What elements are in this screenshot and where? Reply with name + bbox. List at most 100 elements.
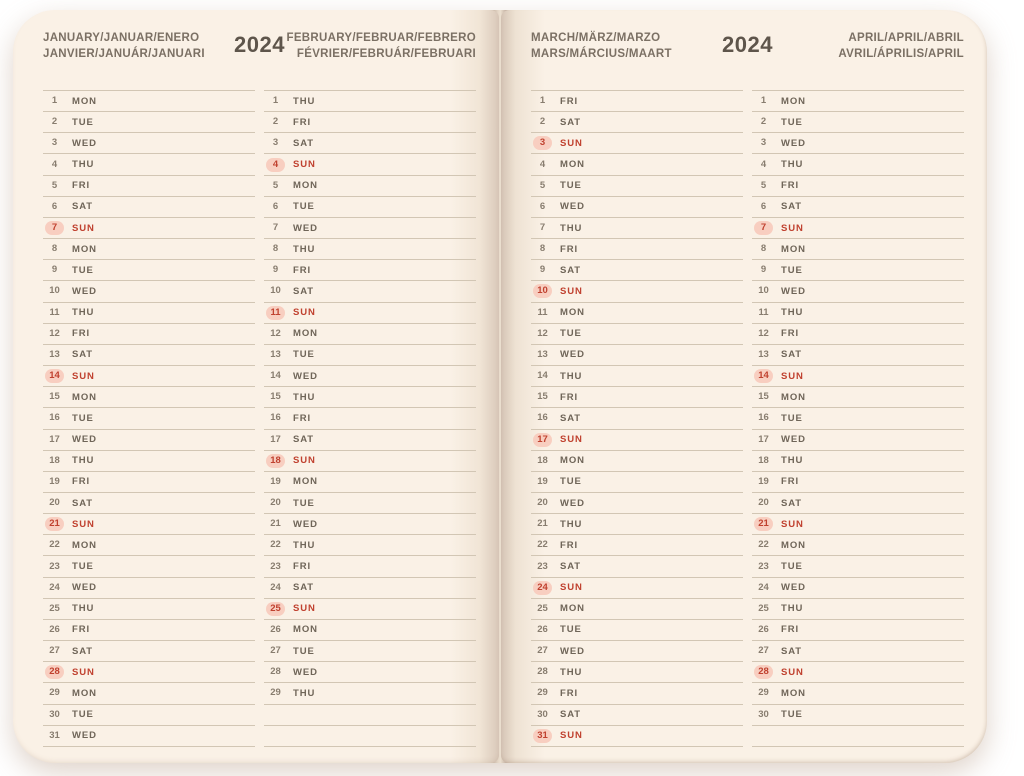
day-number: 11 xyxy=(49,306,60,318)
day-of-week: WED xyxy=(560,201,585,213)
day-row: 3 WED xyxy=(43,133,255,155)
day-row: 11 THU xyxy=(43,303,255,324)
day-row: 23 TUE xyxy=(752,556,964,578)
day-of-week: TUE xyxy=(560,624,582,636)
day-row: 19 FRI xyxy=(43,472,255,493)
day-row: 24 WED xyxy=(752,578,964,599)
day-number: 19 xyxy=(537,475,548,487)
day-row: 4 MON xyxy=(531,154,743,176)
day-of-week: SUN xyxy=(293,159,316,171)
day-number: 18 xyxy=(537,454,548,466)
day-number: 24 xyxy=(270,581,281,593)
day-row: 23 TUE xyxy=(43,556,255,578)
day-number: 20 xyxy=(49,497,60,509)
day-row: 6 TUE xyxy=(264,197,476,218)
day-number: 30 xyxy=(49,708,60,720)
day-number: 12 xyxy=(537,327,548,339)
day-row: 9 SAT xyxy=(531,260,743,282)
day-of-week: SAT xyxy=(72,349,93,361)
day-row: 15 FRI xyxy=(531,387,743,409)
month-title-line1: JANUARY/JANUAR/ENERO xyxy=(43,32,200,44)
day-number: 23 xyxy=(758,560,769,572)
month-title-line1: FEBRUARY/FEBRUAR/FEBRERO xyxy=(286,32,476,44)
day-of-week: WED xyxy=(293,222,318,234)
day-row: 16 TUE xyxy=(752,408,964,430)
day-row: 9 TUE xyxy=(43,260,255,282)
day-number: 20 xyxy=(537,497,548,509)
day-row: 16 TUE xyxy=(43,408,255,430)
day-row: 31 WED xyxy=(43,726,255,747)
day-row: 12 FRI xyxy=(43,324,255,345)
day-of-week: WED xyxy=(560,349,585,361)
day-row: 28 WED xyxy=(264,662,476,684)
day-number: 9 xyxy=(760,264,767,276)
day-row: 29 FRI xyxy=(531,683,743,705)
day-number: 13 xyxy=(49,348,60,360)
day-number: 1 xyxy=(539,95,546,107)
day-number: 7 xyxy=(272,222,279,234)
day-number: 5 xyxy=(760,179,767,191)
day-number: 5 xyxy=(539,179,546,191)
day-number: 30 xyxy=(758,708,769,720)
day-of-week: FRI xyxy=(72,328,91,340)
day-row: 30 SAT xyxy=(531,705,743,726)
day-number: 14 xyxy=(45,369,64,384)
month-title-line1: MARCH/MÄRZ/MARZO xyxy=(531,32,661,44)
page-header-left: JANUARY/JANUAR/ENERO JANVIER/JANUÁR/JANU… xyxy=(43,31,476,62)
day-number: 15 xyxy=(758,391,769,403)
day-of-week: TUE xyxy=(293,497,315,509)
day-of-week: MON xyxy=(72,95,97,107)
day-number: 17 xyxy=(270,433,281,445)
day-row: 9 TUE xyxy=(752,260,964,282)
day-of-week: THU xyxy=(560,666,583,678)
day-of-week: FRI xyxy=(781,180,800,192)
day-of-week: WED xyxy=(293,518,318,530)
day-number: 18 xyxy=(266,453,285,468)
day-number: 21 xyxy=(45,517,64,532)
day-of-week: THU xyxy=(293,391,316,403)
day-number: 26 xyxy=(49,623,60,635)
day-number: 31 xyxy=(533,728,552,743)
day-row: 23 SAT xyxy=(531,556,743,578)
day-number: 12 xyxy=(758,327,769,339)
day-of-week: SUN xyxy=(293,603,316,615)
day-of-week: FRI xyxy=(72,624,91,636)
day-row: 19 TUE xyxy=(531,472,743,493)
day-row: 15 MON xyxy=(752,387,964,409)
day-row: 5 FRI xyxy=(752,176,964,197)
day-row: 13 TUE xyxy=(264,345,476,367)
day-of-week: SAT xyxy=(781,349,802,361)
day-number: 1 xyxy=(51,95,58,107)
day-row: 13 WED xyxy=(531,345,743,367)
day-number: 4 xyxy=(266,157,285,172)
day-row: 29 MON xyxy=(43,683,255,705)
day-of-week: WED xyxy=(781,137,806,149)
day-of-week: WED xyxy=(293,370,318,382)
day-number: 10 xyxy=(49,285,60,297)
day-of-week: THU xyxy=(781,307,804,319)
day-number: 27 xyxy=(49,645,60,657)
day-row: 25 MON xyxy=(531,599,743,620)
day-number: 7 xyxy=(754,221,773,236)
day-number: 12 xyxy=(49,327,60,339)
day-of-week: THU xyxy=(293,687,316,699)
day-number: 13 xyxy=(758,348,769,360)
day-row: 20 TUE xyxy=(264,493,476,515)
day-number: 30 xyxy=(537,708,548,720)
day-row: 4 SUN xyxy=(264,154,476,176)
day-number: 25 xyxy=(49,602,60,614)
day-of-week: SUN xyxy=(72,370,95,382)
day-row: 8 THU xyxy=(264,239,476,261)
day-of-week: TUE xyxy=(781,561,803,573)
day-row: 8 MON xyxy=(752,239,964,261)
day-of-week: TUE xyxy=(781,709,803,721)
day-of-week: FRI xyxy=(293,412,312,424)
day-row: 24 WED xyxy=(43,578,255,599)
day-of-week: SAT xyxy=(293,434,314,446)
day-of-week: TUE xyxy=(293,349,315,361)
day-of-week: SUN xyxy=(781,666,804,678)
day-of-week: TUE xyxy=(72,709,94,721)
day-number: 27 xyxy=(758,645,769,657)
day-row: 17 WED xyxy=(752,430,964,451)
day-of-week: WED xyxy=(293,666,318,678)
